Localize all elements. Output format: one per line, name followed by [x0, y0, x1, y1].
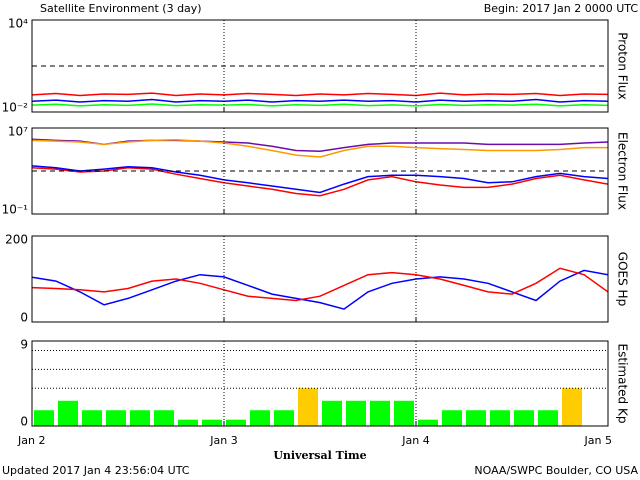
series-line	[32, 267, 608, 302]
kp-bar	[130, 410, 150, 426]
y-axis-label: Estimated Kp	[616, 344, 630, 424]
x-tick-label: Jan 2	[17, 434, 45, 447]
kp-bar	[250, 410, 270, 426]
y-tick-label: 0	[20, 311, 28, 325]
series-line	[32, 103, 608, 107]
chart-title: Satellite Environment (3 day)	[40, 2, 202, 15]
y-axis-label: Proton Flux	[616, 32, 630, 99]
panel-frame	[31, 127, 609, 215]
kp-bar	[298, 388, 318, 426]
kp-bar	[106, 410, 126, 426]
kp-bar	[178, 419, 198, 426]
kp-bar	[538, 410, 558, 426]
plot-area	[32, 138, 608, 197]
kp-bar	[394, 400, 414, 426]
x-tick-label: Jan 4	[401, 434, 429, 447]
y-tick-label: 9	[20, 338, 28, 352]
y-tick-label: 0	[20, 415, 28, 429]
kp-bar	[346, 400, 366, 426]
x-tick-label: Jan 3	[209, 434, 237, 447]
kp-bar	[82, 410, 102, 426]
begin-time: Begin: 2017 Jan 2 0000 UTC	[484, 2, 639, 15]
updated-time: Updated 2017 Jan 4 23:56:04 UTC	[2, 464, 190, 477]
series-line	[32, 98, 608, 103]
kp-bar	[514, 410, 534, 426]
panel-frame	[31, 19, 609, 113]
x-tick-label: Jan 5	[584, 434, 612, 447]
panel-frame	[31, 340, 609, 427]
y-tick-label: 10⁴	[8, 17, 28, 31]
kp-bar	[226, 419, 246, 426]
kp-bar	[154, 410, 174, 426]
plot-area	[32, 267, 608, 310]
series-line	[32, 138, 608, 152]
kp-bar	[34, 410, 54, 426]
y-tick-label: 10⁷	[8, 125, 28, 139]
plot-area	[32, 92, 608, 107]
y-axis-label: GOES Hp	[616, 252, 630, 306]
plot-area	[34, 388, 582, 426]
credit: NOAA/SWPC Boulder, CO USA	[474, 464, 638, 477]
panel-frame	[31, 235, 609, 323]
x-axis-label: Universal Time	[273, 449, 366, 462]
y-tick-label: 10⁻¹	[2, 203, 29, 217]
kp-bar	[466, 410, 486, 426]
series-line	[32, 167, 608, 197]
kp-bar	[274, 410, 294, 426]
kp-bar	[370, 400, 390, 426]
kp-bar	[202, 419, 222, 426]
kp-bar	[442, 410, 462, 426]
y-tick-label: 10⁻²	[2, 101, 29, 115]
kp-bar	[58, 400, 78, 426]
series-line	[32, 139, 608, 158]
series-line	[32, 92, 608, 97]
kp-bar	[490, 410, 510, 426]
kp-bar	[322, 400, 342, 426]
y-axis-label: Electron Flux	[616, 132, 630, 210]
y-tick-label: 200	[5, 233, 28, 247]
series-line	[32, 165, 608, 194]
kp-bar	[418, 419, 438, 426]
kp-bar	[562, 388, 582, 426]
series-line	[32, 269, 608, 310]
